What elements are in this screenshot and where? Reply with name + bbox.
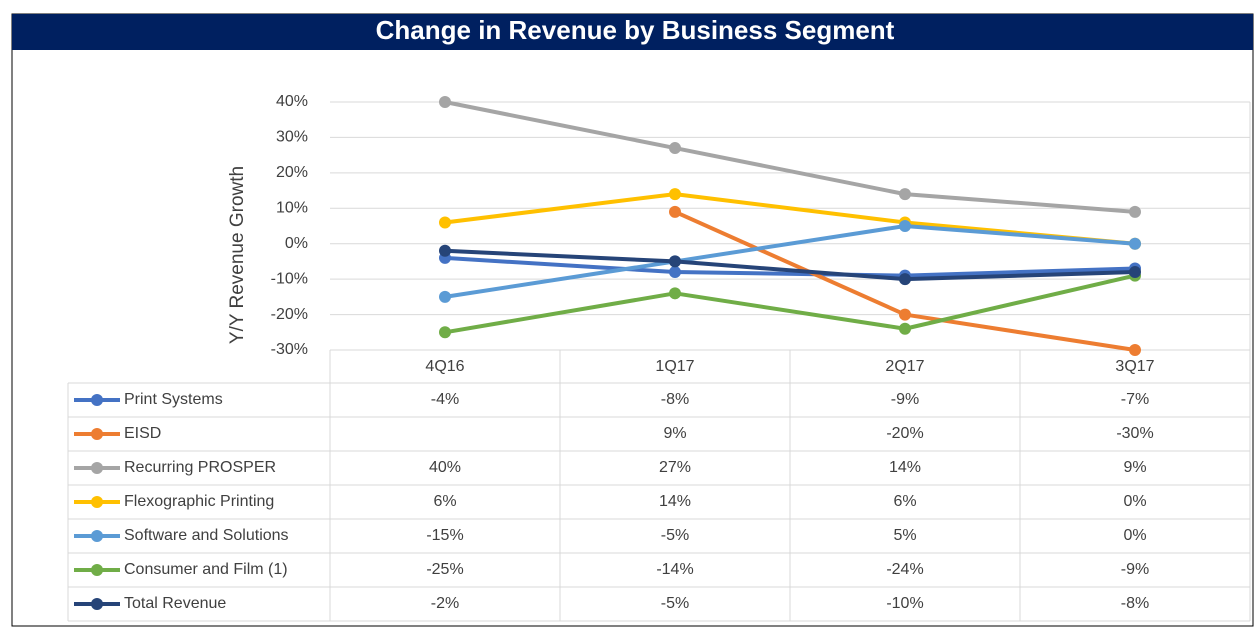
legend-key xyxy=(91,598,103,610)
data-label: -30% xyxy=(1116,425,1153,442)
legend-label: Recurring PROSPER xyxy=(124,459,276,476)
marker xyxy=(899,220,911,232)
marker xyxy=(1129,205,1141,218)
marker xyxy=(899,273,911,286)
y-tick-label: 30% xyxy=(276,129,308,146)
series-line xyxy=(444,273,1136,335)
x-tick-label: 2Q17 xyxy=(885,358,924,375)
legend-label: EISD xyxy=(124,425,161,442)
y-tick-label: -20% xyxy=(271,306,308,323)
legend-label: Print Systems xyxy=(124,391,223,408)
marker xyxy=(439,326,451,339)
marker xyxy=(439,290,451,303)
marker xyxy=(669,188,681,201)
data-label: -24% xyxy=(886,561,923,578)
legend-key xyxy=(91,496,103,508)
legend-key xyxy=(91,428,103,440)
data-label: 6% xyxy=(433,493,456,510)
data-label: -7% xyxy=(1121,391,1149,408)
marker xyxy=(899,308,911,321)
data-label: -5% xyxy=(661,595,689,612)
legend-label: Software and Solutions xyxy=(124,527,289,544)
data-label: -5% xyxy=(661,527,689,544)
data-label: 6% xyxy=(893,493,916,510)
data-label: -9% xyxy=(1121,561,1149,578)
y-tick-label: 40% xyxy=(276,93,308,110)
x-tick-label: 4Q16 xyxy=(425,358,464,375)
legend-label: Consumer and Film (1) xyxy=(124,561,288,578)
marker xyxy=(669,205,681,218)
series-line xyxy=(444,224,1136,299)
data-label: 5% xyxy=(893,527,916,544)
series-line xyxy=(444,248,1136,282)
legend-label: Total Revenue xyxy=(124,595,226,612)
marker xyxy=(899,188,911,201)
y-axis-title: Y/Y Revenue Growth xyxy=(227,166,248,344)
series-line xyxy=(444,255,1136,278)
title-bar xyxy=(12,14,1253,50)
legend-key xyxy=(91,530,103,542)
chart-title: Change in Revenue by Business Segment xyxy=(376,15,895,45)
frame xyxy=(11,13,1254,627)
data-label: -10% xyxy=(886,595,923,612)
data-label: 14% xyxy=(889,459,921,476)
data-label: -20% xyxy=(886,425,923,442)
y-tick-label: 10% xyxy=(276,200,308,217)
marker xyxy=(1129,266,1141,279)
data-label: 9% xyxy=(1123,459,1146,476)
data-label: -2% xyxy=(431,595,459,612)
marker xyxy=(669,266,681,279)
y-tick-label: 0% xyxy=(285,235,308,252)
marker xyxy=(669,255,681,268)
y-tick-label: -10% xyxy=(271,270,308,287)
data-label: -25% xyxy=(426,561,463,578)
marker xyxy=(669,287,681,300)
marker xyxy=(439,216,451,229)
data-label: -4% xyxy=(431,391,459,408)
data-label: 9% xyxy=(663,425,686,442)
x-tick-label: 3Q17 xyxy=(1115,358,1154,375)
data-label: 27% xyxy=(659,459,691,476)
legend-key xyxy=(91,564,103,576)
data-label: -9% xyxy=(891,391,919,408)
y-tick-label: 20% xyxy=(276,164,308,181)
marker xyxy=(1129,344,1141,356)
data-label: -8% xyxy=(661,391,689,408)
data-label: 14% xyxy=(659,493,691,510)
legend-key xyxy=(91,462,103,474)
marker xyxy=(439,244,451,257)
series-line xyxy=(444,100,1136,214)
legend-label: Flexographic Printing xyxy=(124,493,274,510)
data-label: 0% xyxy=(1123,527,1146,544)
data-label: -14% xyxy=(656,561,693,578)
data-label: 40% xyxy=(429,459,461,476)
y-tick-label: -30% xyxy=(271,341,308,358)
marker xyxy=(899,322,911,335)
legend-key xyxy=(91,394,103,406)
marker xyxy=(439,96,451,108)
marker xyxy=(1129,237,1141,250)
marker xyxy=(669,142,681,155)
data-label: -8% xyxy=(1121,595,1149,612)
data-label: 0% xyxy=(1123,493,1146,510)
data-label: -15% xyxy=(426,527,463,544)
x-tick-label: 1Q17 xyxy=(655,358,694,375)
